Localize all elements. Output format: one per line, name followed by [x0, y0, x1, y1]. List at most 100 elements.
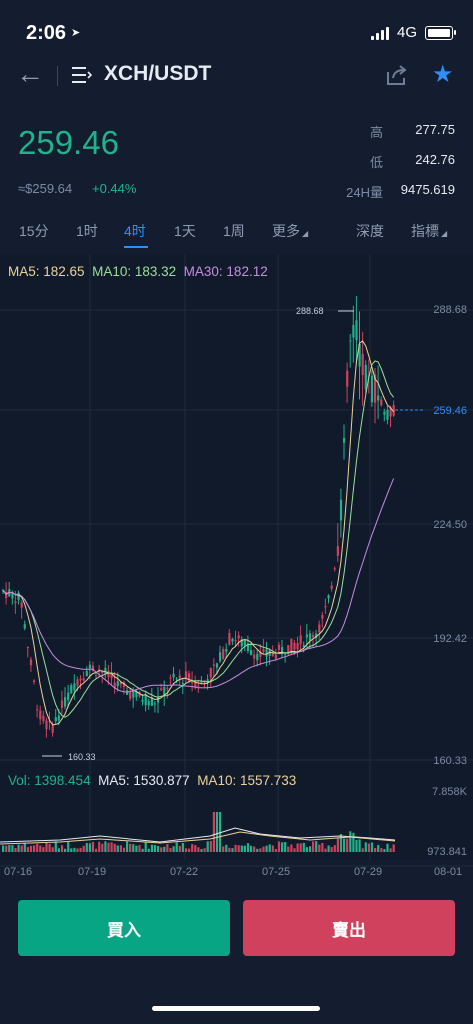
volume-bar: [259, 848, 262, 852]
volume-bar: [287, 846, 290, 852]
buy-button[interactable]: 買入: [18, 900, 230, 956]
candle-body: [200, 681, 203, 683]
candle-body: [104, 667, 107, 674]
volume-bar: [296, 843, 299, 852]
candle-body: [54, 717, 57, 722]
candlestick-chart[interactable]: 288.68 160.33 288.68 259.46 224.50 192.4…: [0, 254, 473, 884]
candle-body: [91, 665, 95, 671]
volume-bar: [225, 844, 228, 852]
candle-body: [113, 682, 116, 688]
y-tick-label: 224.50: [433, 519, 467, 531]
vol-ma5-label: MA5: 1530.877: [98, 773, 190, 788]
candle-body: [17, 592, 20, 600]
max-price-label: 288.68: [296, 306, 324, 316]
volume-bar: [119, 845, 122, 852]
candle-body: [14, 601, 17, 604]
volume-bar: [64, 848, 67, 852]
pair-title[interactable]: XCH/USDT: [104, 62, 212, 85]
volume-bar: [11, 845, 14, 852]
tab-1d[interactable]: 1天: [174, 223, 196, 239]
candle-body: [57, 715, 60, 721]
interval-tabs: 15分 1时 4时 1天 1周 更多 ◢ 深度 指標 ◢: [0, 221, 473, 251]
candle-body: [181, 682, 184, 684]
volume-bar: [76, 848, 79, 852]
candle-body: [240, 639, 243, 647]
candle-body: [60, 700, 64, 708]
nav-divider: [57, 66, 58, 86]
volume-bar: [116, 845, 119, 852]
tab-indicators-label: 指標: [411, 223, 439, 239]
volume-bar: [67, 842, 70, 852]
volume-bar: [60, 845, 64, 852]
candle-body: [175, 678, 178, 680]
chart-area[interactable]: [0, 254, 473, 860]
tab-1w[interactable]: 1周: [223, 223, 245, 239]
volume-bar: [178, 845, 181, 852]
candle-body: [268, 650, 271, 657]
volume-bar: [160, 847, 163, 852]
candle-body: [370, 375, 374, 403]
candle-body: [150, 697, 153, 706]
candle-body: [169, 677, 172, 679]
candle-body: [110, 673, 113, 679]
volume-bar: [271, 845, 274, 852]
candle-body: [374, 374, 377, 403]
fiat-value: ≈$259.64: [18, 181, 73, 196]
volume-legend: Vol: 1398.454 MA5: 1530.877 MA10: 1557.7…: [8, 773, 296, 788]
candle-body: [184, 671, 188, 678]
candle-body: [228, 632, 231, 645]
volume-bar: [122, 847, 126, 852]
volume-bar: [181, 842, 184, 852]
volume-bar: [191, 844, 194, 852]
x-tick-label: 08-01: [434, 866, 462, 878]
candle-body: [287, 645, 290, 655]
candle-body: [42, 715, 45, 722]
volume-bar: [29, 845, 33, 852]
favorite-star-icon[interactable]: ★: [432, 61, 454, 88]
candle-body: [203, 680, 206, 682]
share-icon[interactable]: [385, 64, 409, 86]
x-tick-label: 07-22: [170, 866, 198, 878]
candle-body: [82, 678, 85, 681]
tab-depth[interactable]: 深度: [356, 223, 384, 239]
volume-bar: [203, 848, 206, 852]
candle-body: [39, 710, 42, 720]
volume-bar: [315, 841, 318, 852]
candle-body: [20, 602, 23, 608]
tab-15m[interactable]: 15分: [19, 223, 49, 239]
volume-bar: [364, 842, 367, 852]
candle-body: [333, 568, 336, 570]
candle-body: [364, 364, 367, 390]
candle-body: [116, 681, 119, 687]
tab-4h[interactable]: 4时: [124, 223, 146, 239]
tab-1h[interactable]: 1时: [76, 223, 98, 239]
y-tick-label: 192.42: [433, 633, 467, 645]
volume-bar: [5, 845, 8, 852]
volume-bar: [98, 841, 101, 852]
high-value: 277.75: [415, 122, 455, 137]
ma10-line: [2, 360, 394, 718]
candle-body: [119, 682, 122, 685]
volume-bar: [219, 812, 222, 852]
y-tick-label-current: 259.46: [433, 405, 467, 417]
status-time: 2:06: [26, 22, 67, 44]
candle-body: [377, 395, 380, 401]
volume-bar: [327, 845, 330, 852]
ma30-label: MA30: 182.12: [183, 264, 268, 279]
volume-bar: [284, 842, 287, 852]
back-arrow-icon[interactable]: ←: [16, 58, 44, 89]
volume-bar: [392, 844, 395, 852]
market-list-icon[interactable]: [72, 66, 92, 84]
tab-more[interactable]: 更多 ◢: [272, 221, 308, 241]
vol-label: Vol: 1398.454: [8, 773, 91, 788]
candle-body: [107, 670, 110, 678]
volume-bar: [352, 832, 355, 852]
candle-body: [343, 437, 346, 443]
volume-bar: [246, 843, 250, 852]
candle-body: [321, 615, 324, 619]
tab-indicators[interactable]: 指標 ◢: [411, 221, 447, 241]
volume-bar: [206, 841, 209, 852]
volume-bar: [277, 841, 281, 852]
volume-bar: [265, 845, 268, 852]
sell-button[interactable]: 賣出: [243, 900, 455, 956]
